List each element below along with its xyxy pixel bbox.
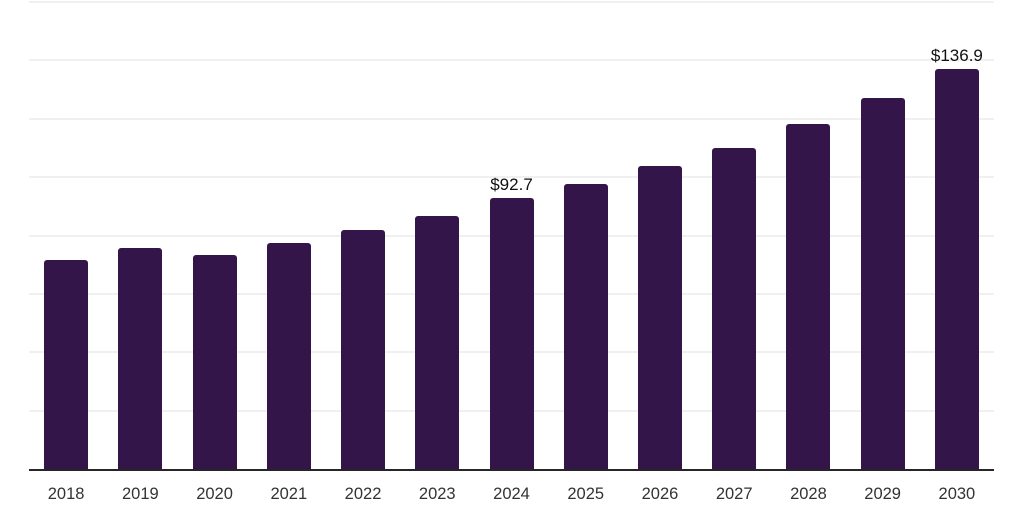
value-label-2030: $136.9 xyxy=(930,46,983,66)
x-tick-label-2025: 2025 xyxy=(567,485,605,503)
bar-2018 xyxy=(44,260,89,469)
bar-2029 xyxy=(860,98,905,469)
x-tick-label-2028: 2028 xyxy=(790,485,827,503)
bar-2021 xyxy=(266,242,311,469)
x-tick-label-2019: 2019 xyxy=(121,485,159,503)
value-label-2024: $92.7 xyxy=(490,175,533,195)
bar-2025 xyxy=(563,183,608,469)
x-tick-label-2029: 2029 xyxy=(864,485,901,503)
bar-2020 xyxy=(192,254,237,469)
gridline-y-160 xyxy=(29,1,994,3)
bar-2027 xyxy=(712,147,757,469)
bar-2028 xyxy=(786,124,831,469)
x-tick-label-2022: 2022 xyxy=(344,485,382,503)
x-tick-label-2020: 2020 xyxy=(196,485,233,503)
x-tick-label-2030: 2030 xyxy=(938,485,976,503)
x-tick-label-2024: 2024 xyxy=(493,485,530,503)
gridline-y-140 xyxy=(29,59,994,62)
bar-2030 xyxy=(934,69,979,469)
x-axis-line xyxy=(29,469,994,471)
x-tick-label-2026: 2026 xyxy=(641,485,679,503)
x-tick-label-2027: 2027 xyxy=(715,485,753,503)
bar-2026 xyxy=(637,166,682,469)
bar-2022 xyxy=(341,229,386,469)
gridline-y-100 xyxy=(29,176,994,179)
bar-2023 xyxy=(415,215,460,469)
x-tick-label-2023: 2023 xyxy=(418,485,456,503)
x-tick-label-2021: 2021 xyxy=(270,485,308,503)
gridline-y-120 xyxy=(29,117,994,120)
bar-2024 xyxy=(489,198,534,469)
bar-2019 xyxy=(118,247,163,469)
x-tick-label-2018: 2018 xyxy=(47,485,85,503)
